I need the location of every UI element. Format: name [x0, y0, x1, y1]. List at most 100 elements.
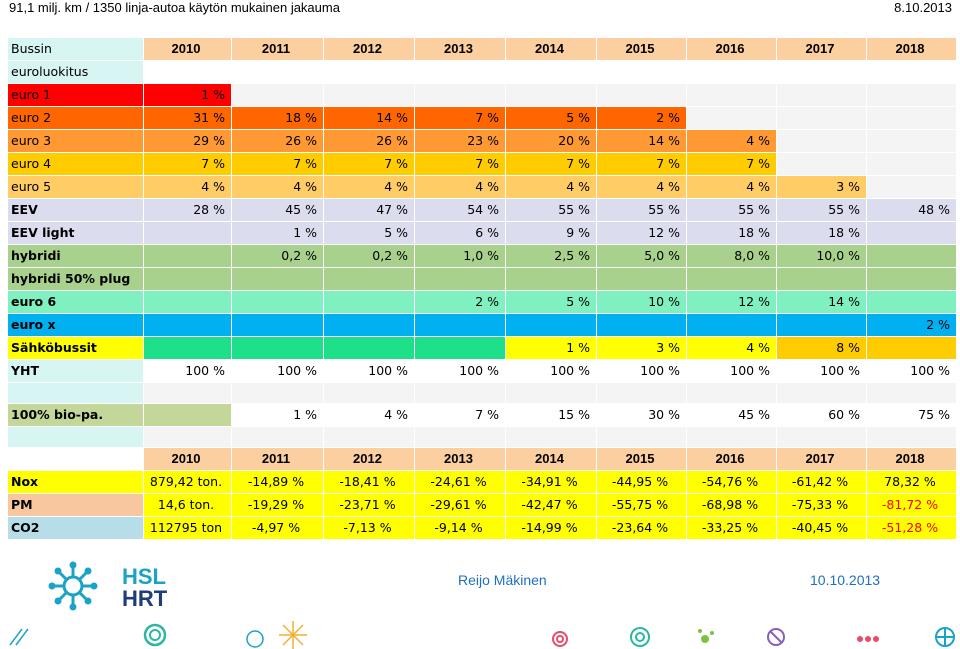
table-cell: [505, 60, 597, 84]
table-cell: 55 %: [505, 198, 597, 222]
table-cell: [866, 106, 957, 130]
year-header: 2017: [776, 447, 867, 471]
row-label: PM: [7, 493, 144, 517]
row-label: euro 5: [7, 175, 144, 199]
row-label: hybridi: [7, 244, 144, 268]
table-cell: 4 %: [686, 175, 777, 199]
table-cell: -29,61 %: [414, 493, 506, 517]
emission-row: CO2 112795 ton -4,97 % -7,13 % -9,14 % -14,99…: [7, 516, 957, 540]
table-cell: -40,45 %: [776, 516, 867, 540]
decorative-pattern-icon: [9, 621, 955, 649]
title-bar: 91,1 milj. km / 1350 linja-autoa käytön …: [0, 0, 960, 18]
table-cell: [686, 267, 777, 291]
table-row: euroluokitus: [7, 60, 957, 84]
table-cell: [231, 60, 324, 84]
table-cell: -51,28 %: [866, 516, 957, 540]
table-cell: 47 %: [323, 198, 415, 222]
table-cell: 7 %: [505, 152, 597, 176]
hsl-logo: HSL HRT: [48, 560, 178, 617]
table-cell: 6 %: [414, 221, 506, 245]
table-cell: [596, 267, 687, 291]
table-cell: 7 %: [414, 403, 506, 427]
table-cell: [505, 313, 597, 337]
table-cell: [323, 313, 415, 337]
year-header: 2014: [505, 37, 597, 61]
table-cell: 4 %: [323, 175, 415, 199]
table-cell: 1 %: [143, 83, 232, 107]
table-cell: -24,61 %: [414, 470, 506, 494]
table-cell: [686, 106, 777, 130]
table-cell: 879,42 ton.: [143, 470, 232, 494]
table-cell: [866, 290, 957, 314]
row-label: Sähköbussit: [7, 336, 144, 360]
row-label: hybridi 50% plug: [7, 267, 144, 291]
year-header: 2016: [686, 37, 777, 61]
table-cell: 7 %: [414, 152, 506, 176]
table-cell: [776, 267, 867, 291]
table-cell: 9 %: [505, 221, 597, 245]
table-cell: -19,29 %: [231, 493, 324, 517]
year-header: 2016: [686, 447, 777, 471]
header-date: 8.10.2013: [894, 0, 952, 15]
table-cell: 26 %: [323, 129, 415, 153]
emission-row: Nox 879,42 ton. -14,89 % -18,41 % -24,61 % -3…: [7, 470, 957, 494]
table-cell: [414, 60, 506, 84]
table-cell: 100 %: [776, 359, 867, 383]
table-cell: 4 %: [505, 175, 597, 199]
year-header: 2010: [143, 37, 232, 61]
table-cell: -18,41 %: [323, 470, 415, 494]
table-cell: -9,14 %: [414, 516, 506, 540]
table-cell: [231, 83, 324, 107]
table-cell: [323, 83, 415, 107]
table-cell: [866, 336, 957, 360]
table-cell: 55 %: [596, 198, 687, 222]
table-cell: 5,0 %: [596, 244, 687, 268]
table-cell: -75,33 %: [776, 493, 867, 517]
table-cell: 20 %: [505, 129, 597, 153]
table-row: YHT 100 % 100 % 100 % 100 % 100 % 100 % 100 % 10…: [7, 359, 957, 383]
table-cell: 10,0 %: [776, 244, 867, 268]
distribution-table: Bussin 2010 2011 2012 2013 2014 2015 2016 2017 20…: [7, 37, 957, 540]
header-row: Bussin 2010 2011 2012 2013 2014 2015 2016 2017 20…: [7, 37, 957, 61]
table-cell: 8,0 %: [686, 244, 777, 268]
table-cell: 12 %: [686, 290, 777, 314]
table-cell: -7,13 %: [323, 516, 415, 540]
table-cell: 100 %: [323, 359, 415, 383]
hsl-logo-icon: HSL HRT: [48, 561, 168, 611]
corner-label: Bussin: [7, 37, 144, 61]
footer: HSL HRT Reijo Mäkinen 10.10.2013: [0, 555, 960, 649]
table-cell: 2 %: [866, 313, 957, 337]
table-cell: [323, 290, 415, 314]
table-cell: 5 %: [505, 106, 597, 130]
table-cell: -61,42 %: [776, 470, 867, 494]
table-cell: 2 %: [414, 290, 506, 314]
row-label: euro 1: [7, 83, 144, 107]
table-cell: [323, 60, 415, 84]
table-cell: 4 %: [231, 175, 324, 199]
table-cell: [686, 313, 777, 337]
table-cell: 112795 ton: [143, 516, 232, 540]
table-cell: 8 %: [776, 336, 867, 360]
table-cell: [143, 60, 232, 84]
table-cell: 100 %: [866, 359, 957, 383]
table-cell: 1 %: [505, 336, 597, 360]
table-cell: 55 %: [776, 198, 867, 222]
table-cell: 0,2 %: [231, 244, 324, 268]
table-cell: [866, 175, 957, 199]
table-cell: [143, 336, 232, 360]
year-header: 2013: [414, 37, 506, 61]
table-cell: [414, 313, 506, 337]
table-cell: -44,95 %: [596, 470, 687, 494]
year-header: 2013: [414, 447, 506, 471]
table-cell: [866, 83, 957, 107]
table-cell: [414, 336, 506, 360]
table-row: EEV light 1 % 5 % 6 % 9 % 12 % 18 % 18 %: [7, 221, 957, 245]
row-label: euro 2: [7, 106, 144, 130]
table-cell: 1,0 %: [414, 244, 506, 268]
row-label: euro 3: [7, 129, 144, 153]
table-cell: 14 %: [323, 106, 415, 130]
table-cell: [776, 313, 867, 337]
table-cell: -81,72 %: [866, 493, 957, 517]
